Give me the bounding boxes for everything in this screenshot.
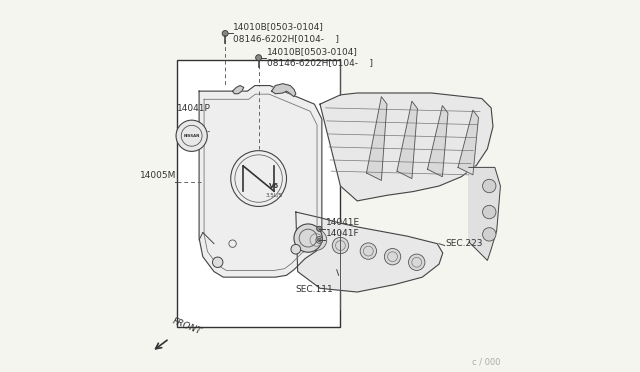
Text: 14005M: 14005M	[140, 171, 176, 180]
Text: 08146-6202H[0104-    ]: 08146-6202H[0104- ]	[267, 58, 373, 67]
Circle shape	[222, 31, 228, 36]
Text: 14010B[0503-0104]: 14010B[0503-0104]	[267, 47, 358, 56]
Polygon shape	[199, 86, 322, 277]
Polygon shape	[320, 93, 493, 201]
Bar	[177, 60, 340, 327]
Text: FRONT: FRONT	[172, 317, 203, 337]
Text: 14041P: 14041P	[177, 105, 211, 113]
Circle shape	[332, 237, 349, 254]
Polygon shape	[428, 106, 448, 177]
Circle shape	[316, 237, 323, 243]
Circle shape	[385, 248, 401, 265]
Circle shape	[483, 179, 496, 193]
Polygon shape	[397, 101, 417, 179]
Circle shape	[212, 257, 223, 267]
Circle shape	[483, 205, 496, 219]
Polygon shape	[232, 86, 244, 94]
Text: SEC.223: SEC.223	[445, 240, 483, 248]
Text: 3.5L/S: 3.5L/S	[266, 193, 282, 198]
Circle shape	[483, 228, 496, 241]
Polygon shape	[458, 110, 479, 175]
Text: c / 000: c / 000	[472, 357, 500, 366]
Circle shape	[317, 226, 322, 231]
Text: 14041F: 14041F	[326, 230, 359, 238]
Text: 14010B[0503-0104]: 14010B[0503-0104]	[234, 23, 324, 32]
Circle shape	[291, 244, 301, 254]
Polygon shape	[367, 97, 387, 180]
Text: SEC.111: SEC.111	[296, 285, 333, 294]
Polygon shape	[468, 167, 500, 260]
Circle shape	[360, 243, 376, 259]
Polygon shape	[296, 212, 443, 292]
Polygon shape	[271, 84, 296, 97]
Circle shape	[255, 55, 262, 61]
Circle shape	[317, 238, 321, 242]
Text: NISSAN: NISSAN	[184, 134, 200, 138]
Circle shape	[176, 120, 207, 151]
Text: 08146-6202H[0104-    ]: 08146-6202H[0104- ]	[234, 34, 339, 43]
Text: 14041E: 14041E	[326, 218, 360, 227]
Circle shape	[306, 230, 326, 250]
Text: V6: V6	[269, 183, 279, 189]
Circle shape	[408, 254, 425, 270]
Circle shape	[294, 224, 322, 252]
